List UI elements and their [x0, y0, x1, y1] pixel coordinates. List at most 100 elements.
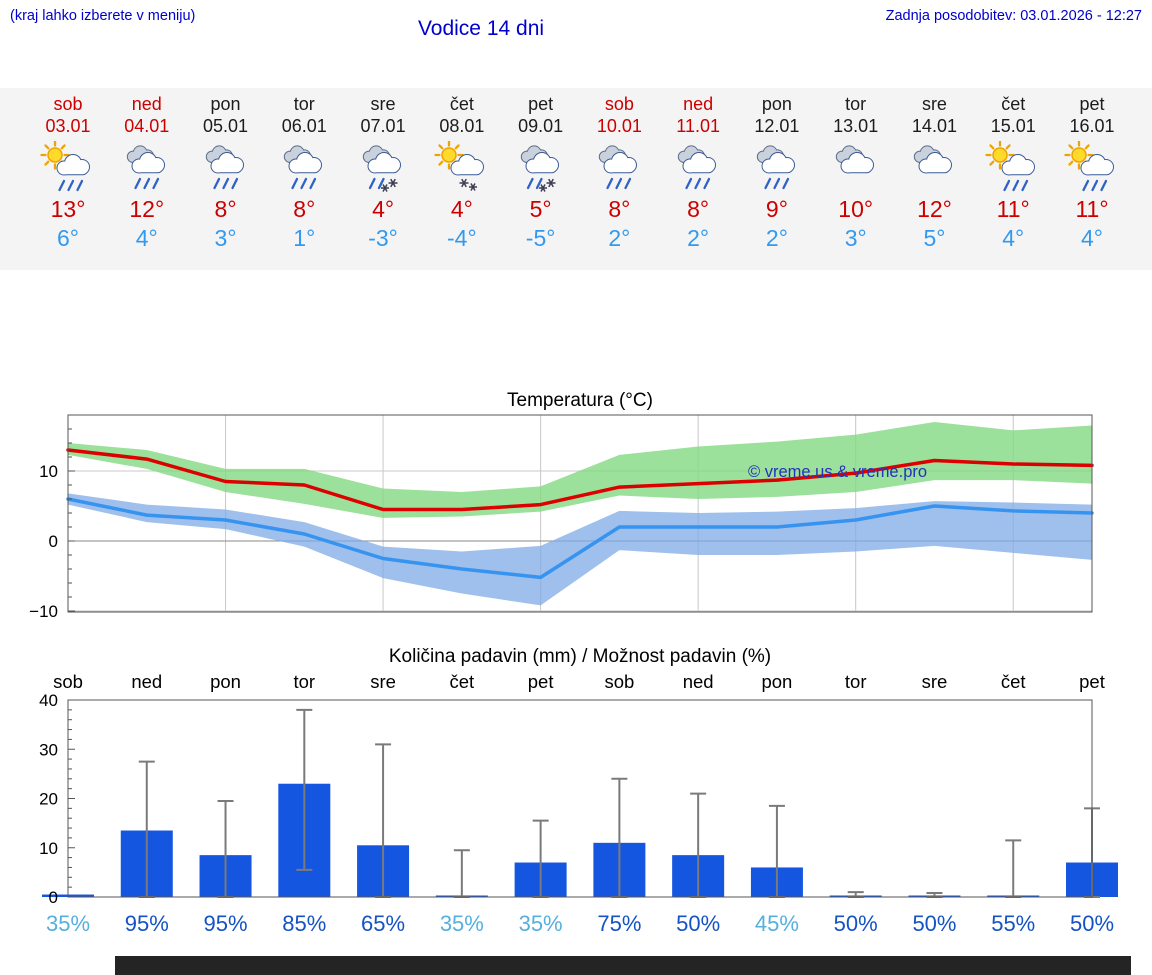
day-name: sob [53, 94, 83, 114]
max-temperature: 12° [129, 196, 165, 222]
weather-icon-slot [1053, 140, 1132, 194]
max-temperature: 13° [50, 196, 86, 222]
forecast-day-column: čet 08.01 4° -4° [422, 88, 501, 251]
precipitation-chart: sob ned pon tor sre čet pet sob ned pon tor sre čet p… [39, 671, 1118, 936]
weather-icon-slot [422, 140, 501, 194]
max-temperature: 5° [529, 196, 552, 222]
precip-probability-label: 35% [440, 911, 484, 936]
day-name: sre [921, 94, 947, 114]
min-temperature: 4° [135, 225, 158, 251]
clouds-icon [835, 145, 874, 174]
forecast-day-column: ned 11.01 8° 2° [659, 88, 738, 251]
cloud-rain-icon [599, 145, 638, 190]
cloud-rain-icon [126, 145, 165, 190]
min-temperature: 3° [214, 225, 237, 251]
location-menu-hint[interactable]: (kraj lahko izberete v meniju) [10, 8, 196, 24]
day-name: pet [528, 94, 554, 114]
last-update-label: Zadnja posodobitev: 03.01.2026 - 12:27 [885, 8, 1142, 24]
forecast-day-column: pon 12.01 9° 2° [737, 88, 816, 251]
forecast-day-column: čet 15.01 11° 4° [974, 88, 1053, 251]
day-date: 16.01 [1069, 116, 1115, 136]
max-temperature: 11° [1075, 196, 1109, 222]
precip-day-labels: sob ned pon tor sre čet pet sob ned pon tor sre čet p… [53, 671, 1105, 692]
day-date: 07.01 [360, 116, 406, 136]
page-title: Vodice 14 dni [417, 17, 545, 40]
precip-probability-label: 50% [1070, 911, 1114, 936]
svg-text:tor: tor [845, 671, 867, 692]
svg-text:sre: sre [922, 671, 948, 692]
day-date: 15.01 [990, 116, 1036, 136]
day-name: pon [210, 94, 241, 114]
max-temperature: 12° [917, 196, 952, 222]
day-date: 04.01 [124, 116, 170, 136]
forecast-strip: sob 03.01 13° 6° ned 04.01 12° 4° pon 05… [0, 88, 1152, 270]
min-temperature-line [66, 497, 1094, 580]
max-temperature: 9° [765, 196, 788, 222]
max-temperature: 11° [996, 196, 1030, 222]
precip-probability-label: 65% [361, 911, 405, 936]
svg-text:ned: ned [683, 671, 714, 692]
cloud-rain-icon [284, 145, 323, 190]
min-temperature-range-band [68, 493, 1092, 606]
svg-text:0: 0 [49, 888, 58, 907]
min-temperature: -5° [525, 225, 556, 251]
cloud-rain-icon [756, 145, 795, 190]
forecast-day-column: pet 16.01 11° 4° [1053, 88, 1132, 251]
weather-icon-slot [107, 140, 186, 194]
max-temperature: 4° [372, 196, 395, 222]
cloud-sleet-icon [520, 145, 559, 192]
forecast-day-column: sre 07.01 4° -3° [344, 88, 423, 251]
svg-text:tor: tor [294, 671, 316, 692]
day-date: 13.01 [833, 116, 879, 136]
day-name: ned [131, 94, 162, 114]
forecast-day-column: sre 14.01 12° 5° [895, 88, 974, 251]
weather-icon-slot [659, 140, 738, 194]
svg-text:sob: sob [53, 671, 83, 692]
max-temperature: 8° [687, 196, 710, 222]
day-date: 12.01 [754, 116, 800, 136]
cloud-rain-icon [677, 145, 717, 190]
forecast-day-column: pon 05.01 8° 3° [186, 88, 265, 251]
svg-text:10: 10 [39, 462, 58, 481]
svg-text:čet: čet [1001, 671, 1026, 692]
svg-text:pet: pet [528, 671, 554, 692]
day-name: čet [1001, 94, 1026, 114]
weather-icon-slot [895, 140, 974, 194]
weather-icon-slot [265, 140, 344, 194]
precip-probability-label: 50% [834, 911, 878, 936]
svg-text:ned: ned [131, 671, 162, 692]
day-date: 10.01 [596, 116, 642, 136]
svg-text:30: 30 [39, 740, 58, 759]
forecast-day-column: sob 10.01 8° 2° [580, 88, 659, 251]
max-temperature: 10° [838, 196, 874, 222]
cloud-sleet-icon [362, 145, 402, 192]
day-date: 08.01 [439, 116, 485, 136]
weather-icon-slot [974, 140, 1053, 194]
min-temperature: 3° [844, 225, 867, 251]
min-temperature: 5° [923, 225, 946, 251]
watermark-link[interactable]: © vreme.us & vreme.pro [748, 463, 927, 481]
sun-cloud-rain-icon [985, 141, 1036, 192]
min-temperature: 2° [608, 225, 631, 251]
day-name: čet [449, 94, 474, 114]
temp-y-axis-labels: 10 0 −10 [29, 462, 58, 621]
footer-bar [115, 956, 1131, 975]
svg-text:sre: sre [370, 671, 396, 692]
precip-probability-label: 55% [991, 911, 1035, 936]
precip-probability-label: 95% [204, 911, 248, 936]
precip-probability-label: 45% [755, 911, 799, 936]
precip-probability-label: 85% [282, 911, 326, 936]
precipitation-chart-title: Količina padavin (mm) / Možnost padavin … [388, 646, 772, 667]
min-temperature: 6° [57, 225, 79, 251]
day-name: tor [845, 94, 867, 114]
day-date: 14.01 [911, 116, 957, 136]
max-temperature: 8° [608, 196, 631, 222]
day-date: 09.01 [518, 116, 564, 136]
min-temperature: 4° [1081, 225, 1103, 251]
sun-cloud-rain-icon [1064, 141, 1114, 192]
max-temperature-range-band [68, 422, 1092, 518]
day-name: tor [293, 94, 315, 114]
min-temperature: 2° [687, 225, 710, 251]
svg-text:pet: pet [1079, 671, 1105, 692]
forecast-day-column: pet 09.01 5° -5° [501, 88, 580, 251]
